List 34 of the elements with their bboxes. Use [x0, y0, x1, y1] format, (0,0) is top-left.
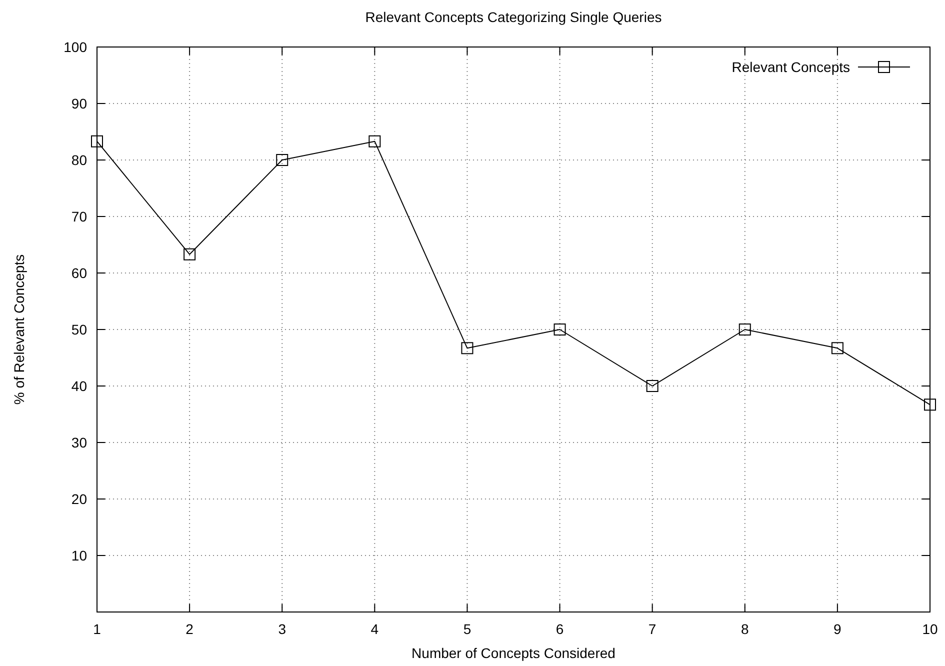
point — [924, 398, 936, 411]
point — [738, 324, 751, 336]
x-tick-label: 2 — [186, 621, 194, 637]
point — [91, 135, 103, 148]
y-tick-label: 70 — [71, 208, 88, 224]
x-tick-label: 10 — [922, 621, 938, 637]
x-tick-label: 7 — [648, 621, 656, 637]
x-tick-label: 5 — [463, 621, 472, 637]
x-tick-label: 8 — [740, 621, 749, 637]
y-tick-label: 60 — [71, 264, 88, 281]
chart-title: Relevant Concepts Categorizing Single Queries — [365, 9, 662, 25]
y-tick-label: 30 — [71, 434, 88, 450]
y-tick-label: 80 — [71, 152, 88, 168]
y-tick-label: 20 — [71, 490, 88, 507]
point — [554, 324, 566, 336]
x-axis-title: Number of Concepts Considered — [412, 645, 616, 661]
x-tick-label: 3 — [278, 621, 286, 637]
point — [184, 248, 196, 260]
point — [368, 135, 381, 148]
x-tick-label: 4 — [370, 621, 379, 637]
x-tick-label: 9 — [834, 621, 842, 637]
y-axis-title: % of Relevant Concepts — [11, 254, 27, 405]
y-tick-label: 50 — [71, 321, 88, 338]
y-tick-label: 90 — [71, 95, 88, 112]
point — [831, 342, 844, 354]
legend-label: Relevant Concepts — [732, 58, 850, 75]
x-tick-label: 1 — [93, 621, 102, 637]
y-tick-label: 100 — [64, 38, 88, 55]
point — [461, 342, 474, 354]
y-tick-label: 40 — [71, 378, 88, 394]
point — [276, 154, 288, 166]
y-tick-label: 10 — [71, 547, 88, 564]
point — [646, 380, 658, 392]
x-tick-label: 6 — [556, 621, 564, 637]
